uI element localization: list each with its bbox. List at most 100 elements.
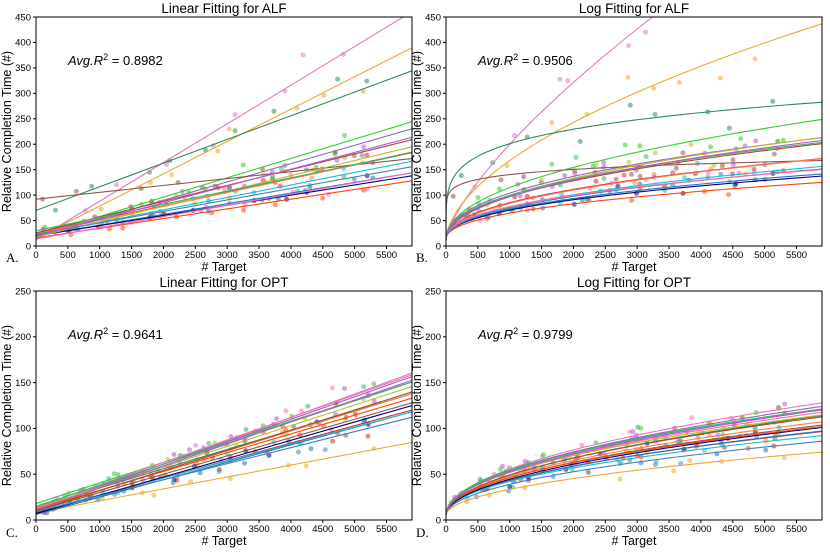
fit-line-series-12: [446, 181, 822, 240]
y-tick-label: 350: [15, 63, 31, 74]
fit-line-series-14: [36, 166, 412, 235]
plot-frame: [445, 16, 823, 247]
data-point: [780, 137, 786, 143]
data-point: [164, 162, 170, 167]
x-tick-label: 0: [33, 524, 38, 535]
data-point: [335, 76, 341, 82]
fit-line-series-18: [36, 379, 412, 511]
data-point: [274, 416, 280, 422]
data-point: [300, 52, 306, 58]
x-tick-label: 4000: [690, 250, 711, 261]
y-tick-label: 450: [15, 12, 31, 23]
data-point: [271, 108, 277, 114]
fit-line-series-5: [36, 128, 412, 238]
data-point: [365, 433, 371, 439]
x-tick-label: 1500: [121, 524, 142, 535]
data-point: [215, 148, 221, 154]
plot-area-D: [446, 401, 822, 516]
data-point: [232, 128, 238, 134]
data-point: [562, 173, 568, 178]
data-point: [299, 408, 304, 414]
x-tick-label: 5000: [754, 524, 775, 535]
data-point: [730, 162, 736, 168]
panel-A: 0 500 1000 1500 2000 2500 3000 3500 4000 4500 5000…: [0, 1, 413, 274]
fit-line-series-15: [36, 172, 412, 240]
fit-line-series-18: [446, 139, 822, 240]
y-tick-label: 0: [436, 241, 441, 252]
data-point: [622, 142, 628, 148]
y-tick-label: 50: [20, 216, 31, 227]
y-tick-label: 200: [425, 332, 441, 343]
data-point: [187, 447, 192, 453]
data-point: [632, 180, 638, 186]
fit-line-series-11: [446, 426, 822, 516]
data-point: [539, 177, 544, 183]
data-point: [504, 163, 510, 169]
data-point: [241, 207, 247, 213]
fit-line-series-1: [446, 17, 654, 240]
data-point: [114, 182, 120, 188]
data-point: [227, 185, 233, 190]
data-point: [770, 98, 776, 104]
data-point: [197, 470, 203, 476]
data-point: [617, 476, 623, 482]
x-tick-label: 3500: [658, 250, 679, 261]
plot-frame: [35, 16, 413, 247]
fit-line-series-17: [446, 141, 822, 240]
fit-line-series-15: [446, 169, 822, 240]
r2-annotation: Avg.R2 = 0.8982: [67, 52, 163, 68]
x-tick-label: 500: [470, 250, 486, 261]
data-point: [522, 458, 528, 464]
x-tick-label: 5500: [786, 524, 807, 535]
y-tick-label: 0: [26, 515, 31, 526]
data-point: [577, 139, 583, 144]
fit-line-series-16: [446, 143, 822, 240]
chart-title: Linear Fitting for ALF: [161, 1, 286, 16]
chart-title: Log Fitting for OPT: [577, 275, 691, 290]
r2-superscript: 2: [103, 52, 108, 62]
data-point: [512, 132, 517, 138]
data-point: [364, 152, 370, 158]
x-tick-label: 5000: [754, 250, 775, 261]
data-point: [630, 429, 636, 435]
x-tick-label: 5500: [376, 250, 397, 261]
y-axis-label: Relative Completion Time (#): [410, 51, 424, 212]
data-point: [371, 398, 377, 404]
data-point: [572, 171, 578, 177]
data-point: [475, 195, 481, 201]
x-axis-label: # Target: [202, 260, 247, 274]
x-tick-label: 2000: [153, 524, 174, 535]
data-point: [613, 176, 619, 182]
plot-area-C: [36, 372, 412, 516]
x-tick-label: 2000: [153, 250, 174, 261]
data-point: [359, 152, 365, 158]
data-point: [590, 163, 596, 169]
chart-title: Log Fitting for ALF: [579, 1, 689, 16]
data-point: [730, 157, 736, 163]
fit-line-series-3: [36, 70, 412, 211]
data-point: [188, 479, 194, 485]
y-tick-label: 400: [425, 38, 441, 49]
fit-line-series-9: [36, 411, 412, 513]
data-point: [629, 171, 634, 177]
data-point: [371, 381, 377, 387]
data-point: [305, 403, 311, 409]
panel-label: C.: [6, 525, 18, 540]
data-point: [458, 173, 464, 179]
fit-line-series-15: [446, 411, 822, 516]
x-tick-label: 2500: [595, 250, 616, 261]
data-point: [240, 162, 246, 168]
r2-superscript: 2: [103, 326, 108, 336]
data-point: [227, 476, 233, 482]
data-point: [342, 132, 348, 138]
data-point: [752, 56, 758, 62]
x-tick-label: 5500: [786, 250, 807, 261]
data-point: [303, 463, 309, 469]
data-point: [272, 202, 278, 208]
y-tick-label: 0: [26, 241, 31, 252]
data-point: [557, 76, 563, 82]
chart-title: Linear Fitting for OPT: [159, 275, 288, 290]
fit-line-series-17: [446, 408, 822, 516]
x-tick-label: 1500: [121, 250, 142, 261]
data-point: [120, 225, 126, 231]
